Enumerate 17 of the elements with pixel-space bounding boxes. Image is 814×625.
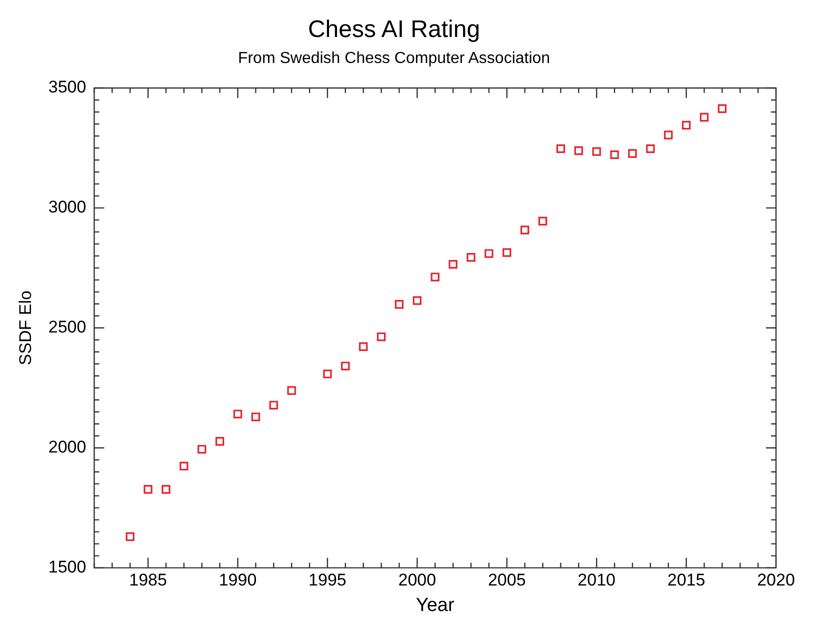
y-tick-label: 3000	[48, 198, 86, 217]
x-tick-label: 2010	[578, 570, 616, 590]
chart-title: Chess AI Rating	[308, 16, 480, 44]
y-tick-label: 1500	[48, 557, 86, 576]
y-axis-title: SSDF Elo	[16, 290, 35, 366]
x-tick-label: 1990	[218, 570, 257, 590]
y-tick-label: 2000	[48, 438, 86, 457]
x-tick-label: 1985	[129, 570, 167, 590]
chart-subtitle: From Swedish Chess Computer Association	[238, 50, 550, 67]
x-tick-label: 2015	[667, 570, 706, 590]
y-tick-label: 3500	[48, 78, 86, 97]
x-tick-label: 2020	[757, 570, 795, 590]
x-tick-label: 2005	[488, 570, 526, 590]
x-tick-label: 1995	[308, 570, 346, 590]
x-axis-title: Year	[416, 594, 455, 616]
y-tick-label: 2500	[48, 318, 86, 337]
x-tick-label: 2000	[398, 570, 436, 590]
